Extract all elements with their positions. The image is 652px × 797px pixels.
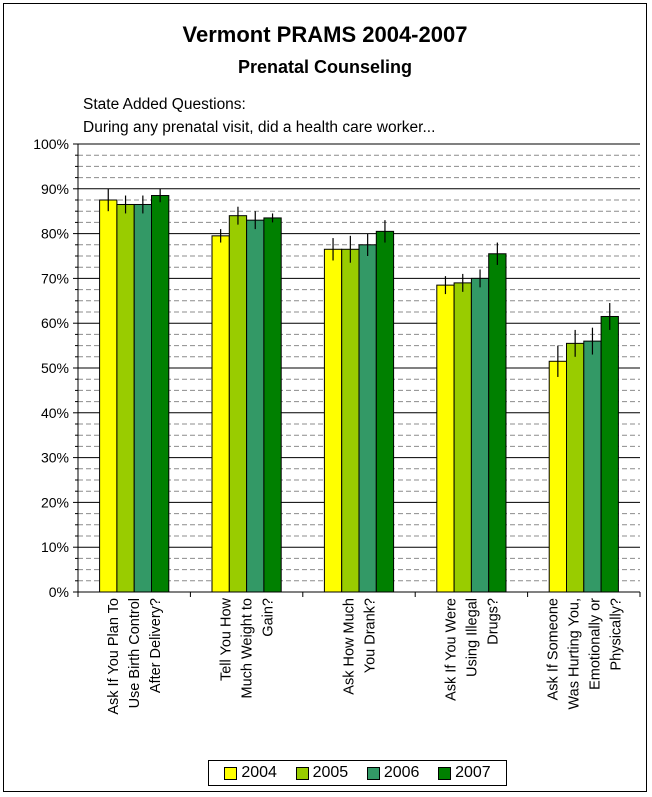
x-category-label: Using Illegal	[464, 598, 480, 677]
x-category-label: Much Weight to	[240, 598, 256, 698]
bar	[453, 282, 472, 593]
bar	[99, 199, 118, 593]
legend-label: 2007	[455, 764, 491, 781]
y-tick-label: 40%	[41, 405, 69, 421]
bar	[436, 284, 455, 593]
y-tick-label: 80%	[41, 226, 69, 242]
legend-item: 2004	[224, 764, 277, 782]
x-category-label: Ask If You Were	[443, 598, 459, 701]
bar	[341, 248, 360, 593]
legend-item: 2005	[295, 764, 349, 782]
bar	[228, 215, 248, 593]
bar	[211, 235, 230, 593]
x-category-label: Emotionally or	[587, 598, 603, 690]
legend-item: 2007	[438, 764, 491, 782]
chart-legend: 2004 2005 2006 2007	[208, 760, 507, 786]
legend-swatch	[366, 766, 380, 780]
bar	[470, 277, 490, 593]
y-tick-label: 0%	[49, 584, 69, 600]
x-category-label: Ask How Much	[342, 598, 358, 695]
y-tick-label: 70%	[41, 270, 69, 286]
y-tick-label: 30%	[41, 450, 69, 466]
bar	[488, 253, 507, 593]
x-category-label: After Delivery?	[148, 598, 164, 693]
bar	[600, 315, 619, 593]
bar	[151, 195, 170, 593]
bar	[375, 230, 395, 593]
x-category-label: Gain?	[261, 598, 277, 637]
y-tick-label: 100%	[33, 136, 69, 152]
legend-swatch	[295, 766, 309, 780]
x-category-label: Physically?	[608, 598, 624, 671]
x-category-label: Was Hurting You,	[566, 598, 582, 710]
legend-label: 2006	[383, 764, 420, 781]
y-tick-label: 90%	[41, 181, 69, 197]
x-category-label: Ask If You Plan To	[106, 598, 122, 715]
y-tick-label: 10%	[41, 539, 69, 555]
x-category-label: Tell You How	[219, 597, 235, 681]
bar	[583, 340, 602, 593]
x-category-label: You Drank?	[363, 598, 379, 673]
y-tick-label: 60%	[41, 315, 69, 331]
legend-label: 2004	[241, 764, 277, 781]
bar	[133, 203, 152, 593]
bar	[566, 342, 585, 593]
bar	[358, 244, 377, 593]
legend-item: 2006	[366, 764, 420, 782]
legend-swatch	[438, 766, 452, 780]
bar	[323, 248, 343, 593]
chart-note-question: During any prenatal visit, did a health …	[83, 119, 436, 136]
bar	[116, 203, 135, 593]
legend-swatch	[224, 766, 238, 780]
chart-subtitle: Prenatal Counseling	[237, 57, 413, 77]
bar	[263, 217, 282, 593]
y-tick-label: 50%	[41, 360, 69, 376]
bar	[548, 360, 568, 593]
x-category-label: Ask If Someone	[545, 598, 561, 700]
chart-note-heading: State Added Questions:	[83, 96, 246, 113]
x-category-label: Drugs?	[485, 598, 501, 645]
chart-title: Vermont PRAMS 2004-2007	[182, 22, 468, 47]
bar	[246, 219, 265, 593]
legend-label: 2005	[312, 764, 349, 781]
y-tick-label: 20%	[41, 494, 69, 510]
x-category-label: Use Birth Control	[127, 598, 143, 708]
